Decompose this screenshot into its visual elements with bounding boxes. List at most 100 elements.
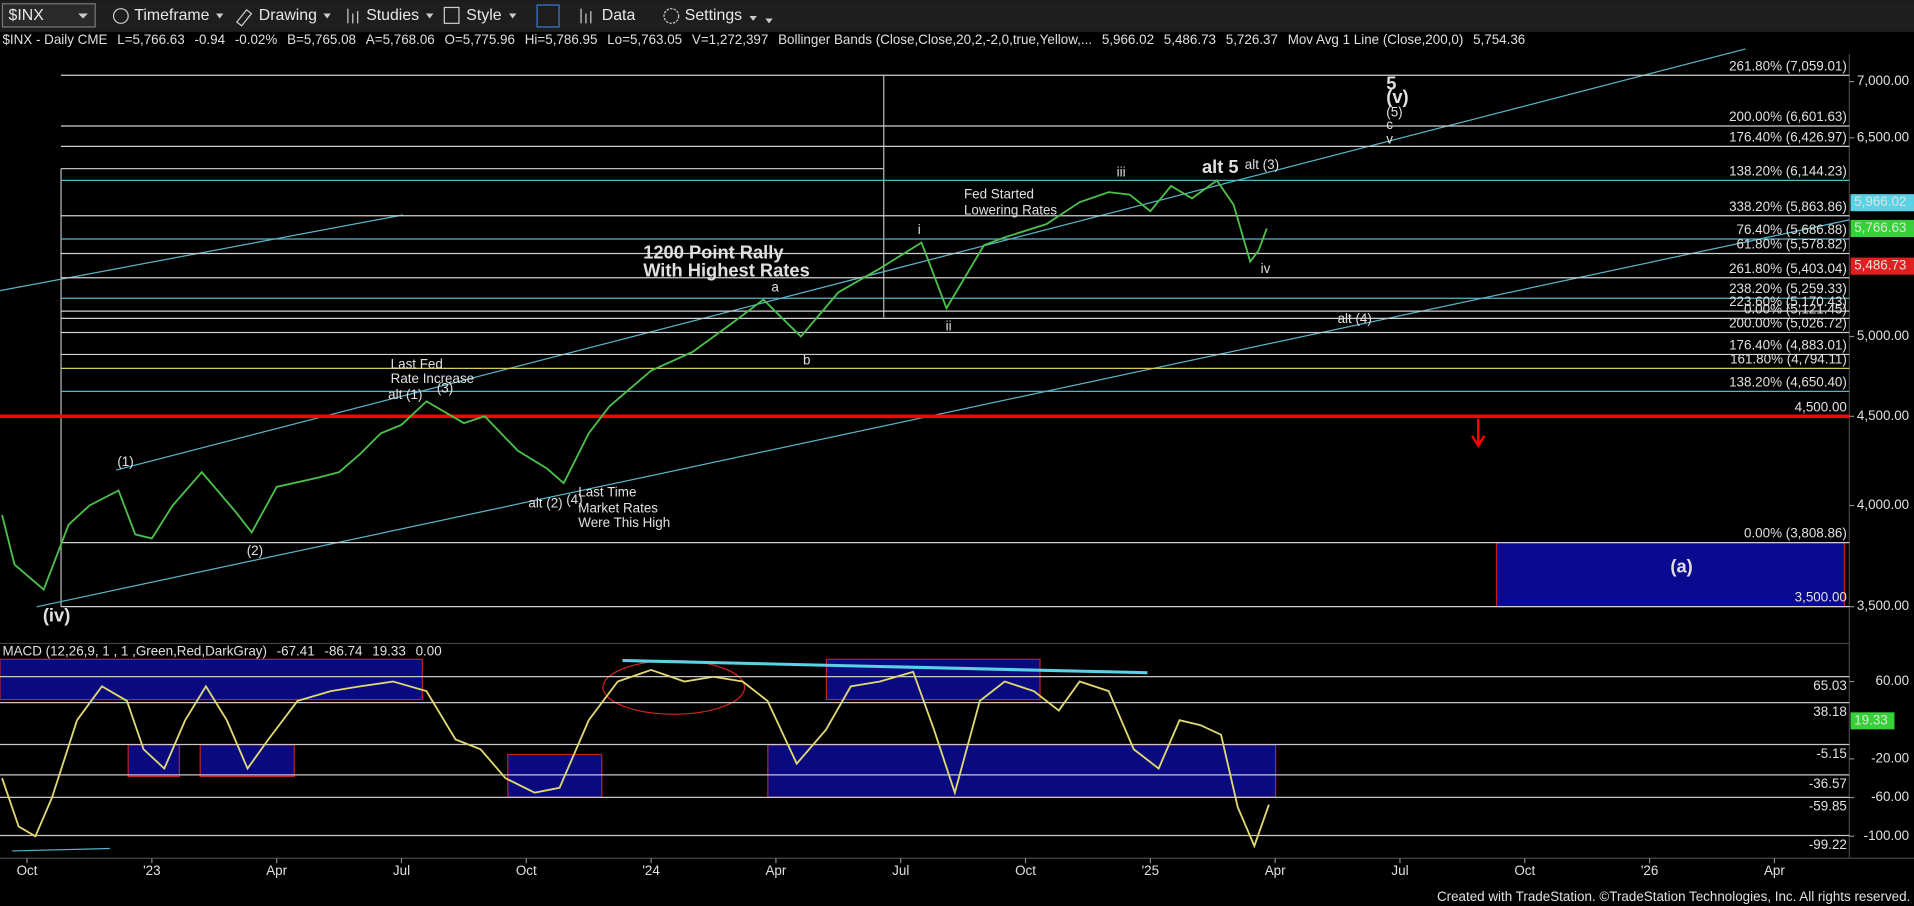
annotation: (5) xyxy=(1386,105,1402,120)
level-label: 138.20% (4,650.40) xyxy=(1729,374,1847,389)
dropdown-arrow xyxy=(509,13,517,19)
x-tick-label: Jul xyxy=(1391,863,1408,878)
macd-box xyxy=(0,658,423,701)
price-tag xyxy=(1850,194,1914,212)
level-label: 338.20% (5,863.86) xyxy=(1729,199,1847,214)
annotation: Market Rates xyxy=(578,500,658,515)
level-label: 261.80% (5,403.04) xyxy=(1729,261,1847,276)
footer: Created with TradeStation. ©TradeStation… xyxy=(1437,889,1910,904)
annotation: Last Fed xyxy=(391,356,443,371)
annotation: alt (2) xyxy=(528,496,562,511)
chart-title: MACD (12,26,9, 1 , 1 ,Green,Red,DarkGray… xyxy=(2,644,267,659)
trend-line xyxy=(115,48,1746,471)
header-item: 19.33 xyxy=(372,644,406,659)
macd-box xyxy=(767,744,1277,798)
y-tick-label: 4,000.00 xyxy=(1857,497,1909,512)
menu-data[interactable]: Data xyxy=(602,7,636,24)
price-tag-label: 5,966.02 xyxy=(1854,194,1906,209)
x-tick-label: Jul xyxy=(393,863,410,878)
level-label: 261.80% (7,059.01) xyxy=(1729,58,1847,73)
price-tag xyxy=(1850,257,1914,275)
level-label: 200.00% (5,026.72) xyxy=(1729,315,1847,330)
annotation: Were This High xyxy=(578,515,670,530)
level-label: 65.03 xyxy=(1813,678,1847,693)
header-item: Mov Avg 1 Line (Close,200,0) xyxy=(1288,32,1464,47)
icon[interactable] xyxy=(536,4,560,28)
y-tick-label: -20.00 xyxy=(1871,750,1909,765)
x-tick-label: Oct xyxy=(17,863,38,878)
x-tick-label: Oct xyxy=(516,863,537,878)
level-label: 176.40% (4,883.01) xyxy=(1729,337,1847,352)
annotation: c xyxy=(1386,117,1393,132)
dropdown-arrow xyxy=(78,13,88,19)
dropdown-arrow xyxy=(765,18,773,24)
menu-studies[interactable]: Studies xyxy=(366,7,419,24)
symbol-box[interactable] xyxy=(1,3,96,28)
annotation: iv xyxy=(1261,261,1271,276)
level-label: 138.20% (6,144.23) xyxy=(1729,163,1847,178)
menu-settings[interactable]: Settings xyxy=(685,7,742,24)
annotation: (v) xyxy=(1386,86,1408,107)
x-tick-label: Apr xyxy=(1265,863,1286,878)
price-tag-label: 5,486.73 xyxy=(1854,258,1906,273)
x-tick-label: Apr xyxy=(266,863,287,878)
macd-box xyxy=(507,753,603,798)
icon xyxy=(112,8,129,24)
level-label: 3,500.00 xyxy=(1795,590,1847,605)
price-line xyxy=(1,179,1268,592)
level-label: 0.00% (5,121.45) xyxy=(1744,301,1847,316)
icon xyxy=(580,8,592,24)
macd-boxes xyxy=(0,658,1277,798)
header-item: V=1,272,397 xyxy=(692,32,768,47)
y-tick-label: 7,000.00 xyxy=(1857,73,1909,88)
dropdown-arrow xyxy=(749,16,757,21)
header-item: 5,486.73 xyxy=(1164,32,1216,47)
y-tick-label: 3,500.00 xyxy=(1857,598,1909,613)
dropdown-arrow xyxy=(216,13,224,19)
level-label: -99.22 xyxy=(1809,837,1847,852)
chart-title: $INX - Daily CME xyxy=(2,32,107,47)
dropdown-arrow xyxy=(426,13,434,19)
level-label: 223.60% (5,170.43) xyxy=(1729,294,1847,309)
y-tick-label: 4,500.00 xyxy=(1857,408,1909,423)
menu-drawing[interactable]: Drawing xyxy=(259,7,317,24)
macd-box xyxy=(127,744,181,778)
level-label: -5.15 xyxy=(1816,746,1847,761)
header-item: L=5,766.63 xyxy=(117,32,184,47)
annotation: alt (1) xyxy=(388,387,422,402)
annotation: a xyxy=(771,279,779,294)
annotation: v xyxy=(1386,132,1393,147)
y-tick-label: 6,500.00 xyxy=(1857,129,1909,144)
header-item: -86.74 xyxy=(324,644,363,659)
level-label: 38.18 xyxy=(1813,704,1847,719)
x-tick-label: Oct xyxy=(1015,863,1036,878)
level-label: 76.40% (5,686.88) xyxy=(1737,222,1847,237)
x-tick-label: Oct xyxy=(1514,863,1535,878)
symbol[interactable]: $INX xyxy=(9,7,45,24)
level-label: 238.20% (5,259.33) xyxy=(1729,281,1847,296)
annotation: (4) xyxy=(566,492,582,507)
y-tick-label: -100.00 xyxy=(1864,828,1909,843)
header-item: B=5,765.08 xyxy=(287,32,356,47)
menu-style[interactable]: Style xyxy=(466,7,501,24)
divergence-line xyxy=(622,658,1148,675)
header-item: -0.02% xyxy=(235,32,278,47)
level-label: -36.57 xyxy=(1809,776,1847,791)
target-box xyxy=(1495,542,1846,608)
annotation: With Highest Rates xyxy=(643,260,810,281)
level-label: 200.00% (6,601.63) xyxy=(1729,109,1847,124)
annotation: alt (3) xyxy=(1245,157,1279,172)
menu-timeframe[interactable]: Timeframe xyxy=(134,7,209,24)
header-item: -67.41 xyxy=(277,644,315,659)
price-line xyxy=(1,668,1270,849)
level-label: 176.40% (6,426.97) xyxy=(1729,129,1847,144)
header-item: 5,966.02 xyxy=(1102,32,1154,47)
trend-line xyxy=(12,847,110,852)
annotation: (1) xyxy=(117,454,133,469)
level-label: -59.85 xyxy=(1809,799,1847,814)
annotation: Rate Increase xyxy=(391,371,474,386)
annotation: Fed Started xyxy=(964,187,1034,202)
header-item: 0.00 xyxy=(416,644,442,659)
annotation: i xyxy=(918,222,921,237)
annotation: b xyxy=(803,353,810,368)
